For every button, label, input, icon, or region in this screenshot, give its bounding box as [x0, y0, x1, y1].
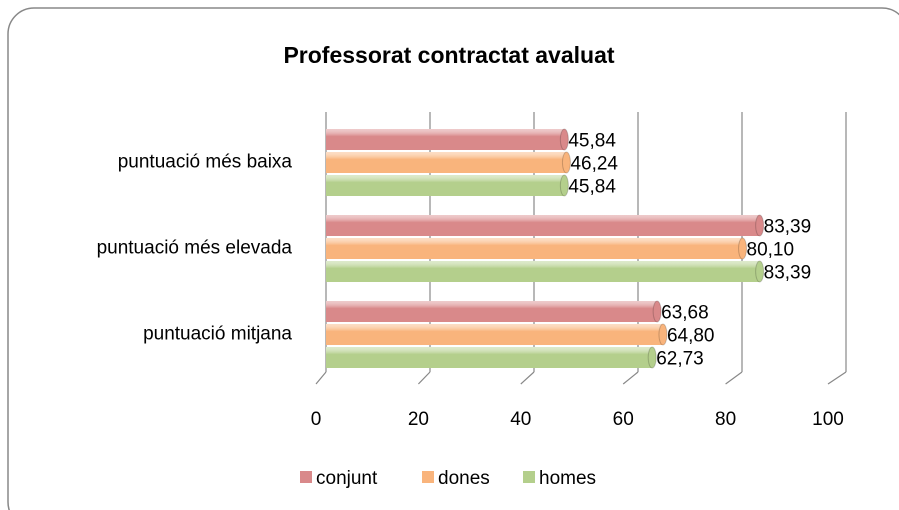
bar-cap — [559, 174, 569, 197]
legend-label: dones — [438, 468, 490, 489]
x-tick-label: 0 — [311, 409, 322, 430]
grid-line — [725, 371, 743, 385]
legend-label: homes — [539, 468, 596, 489]
bar-cap — [561, 151, 571, 174]
bar-shade — [326, 347, 653, 368]
bar-cap — [658, 323, 668, 346]
bar-shade — [326, 238, 743, 259]
category-label: puntuació més baixa — [118, 152, 293, 173]
value-label: 63,68 — [661, 303, 709, 324]
value-label: 83,39 — [764, 263, 812, 284]
bar-cap — [738, 237, 748, 260]
grid-line — [417, 371, 431, 385]
bar-shade — [326, 215, 760, 236]
bar-cap — [559, 128, 569, 151]
grid-line — [622, 371, 639, 385]
legend-swatch — [300, 471, 312, 483]
value-label: 45,84 — [568, 131, 616, 152]
chart-border — [7, 7, 899, 510]
category-label: puntuació mitjana — [143, 324, 292, 345]
grid-line — [520, 371, 535, 385]
value-label: 45,84 — [568, 177, 616, 198]
bar-cap — [647, 346, 657, 369]
chart-title: Professorat contractat avaluat — [283, 42, 614, 68]
grid-line — [315, 371, 327, 385]
value-label: 64,80 — [667, 326, 715, 347]
x-tick-label: 40 — [510, 409, 531, 430]
legend-label: conjunt — [316, 468, 378, 489]
legend-item: dones — [422, 468, 490, 489]
legend-item: homes — [523, 468, 596, 489]
legend-swatch — [523, 471, 535, 483]
legend-item: conjunt — [300, 468, 378, 489]
bar-shade — [326, 261, 760, 282]
bar-shade — [326, 129, 565, 150]
bar-shade — [326, 324, 663, 345]
bar-cap — [755, 260, 765, 283]
x-tick-label: 60 — [613, 409, 634, 430]
grid-line — [827, 371, 847, 385]
x-tick-label: 100 — [812, 409, 844, 430]
x-tick-label: 20 — [408, 409, 429, 430]
value-label: 46,24 — [570, 154, 618, 175]
category-label: puntuació més elevada — [97, 238, 293, 259]
value-label: 83,39 — [764, 217, 812, 238]
bar-shade — [326, 301, 658, 322]
value-label: 80,10 — [747, 240, 795, 261]
x-tick-label: 80 — [715, 409, 736, 430]
value-label: 62,73 — [656, 349, 704, 370]
bar-shade — [326, 152, 567, 173]
legend-swatch — [422, 471, 434, 483]
bar-shade — [326, 175, 565, 196]
bar-cap — [652, 300, 662, 323]
bar-cap — [755, 214, 765, 237]
